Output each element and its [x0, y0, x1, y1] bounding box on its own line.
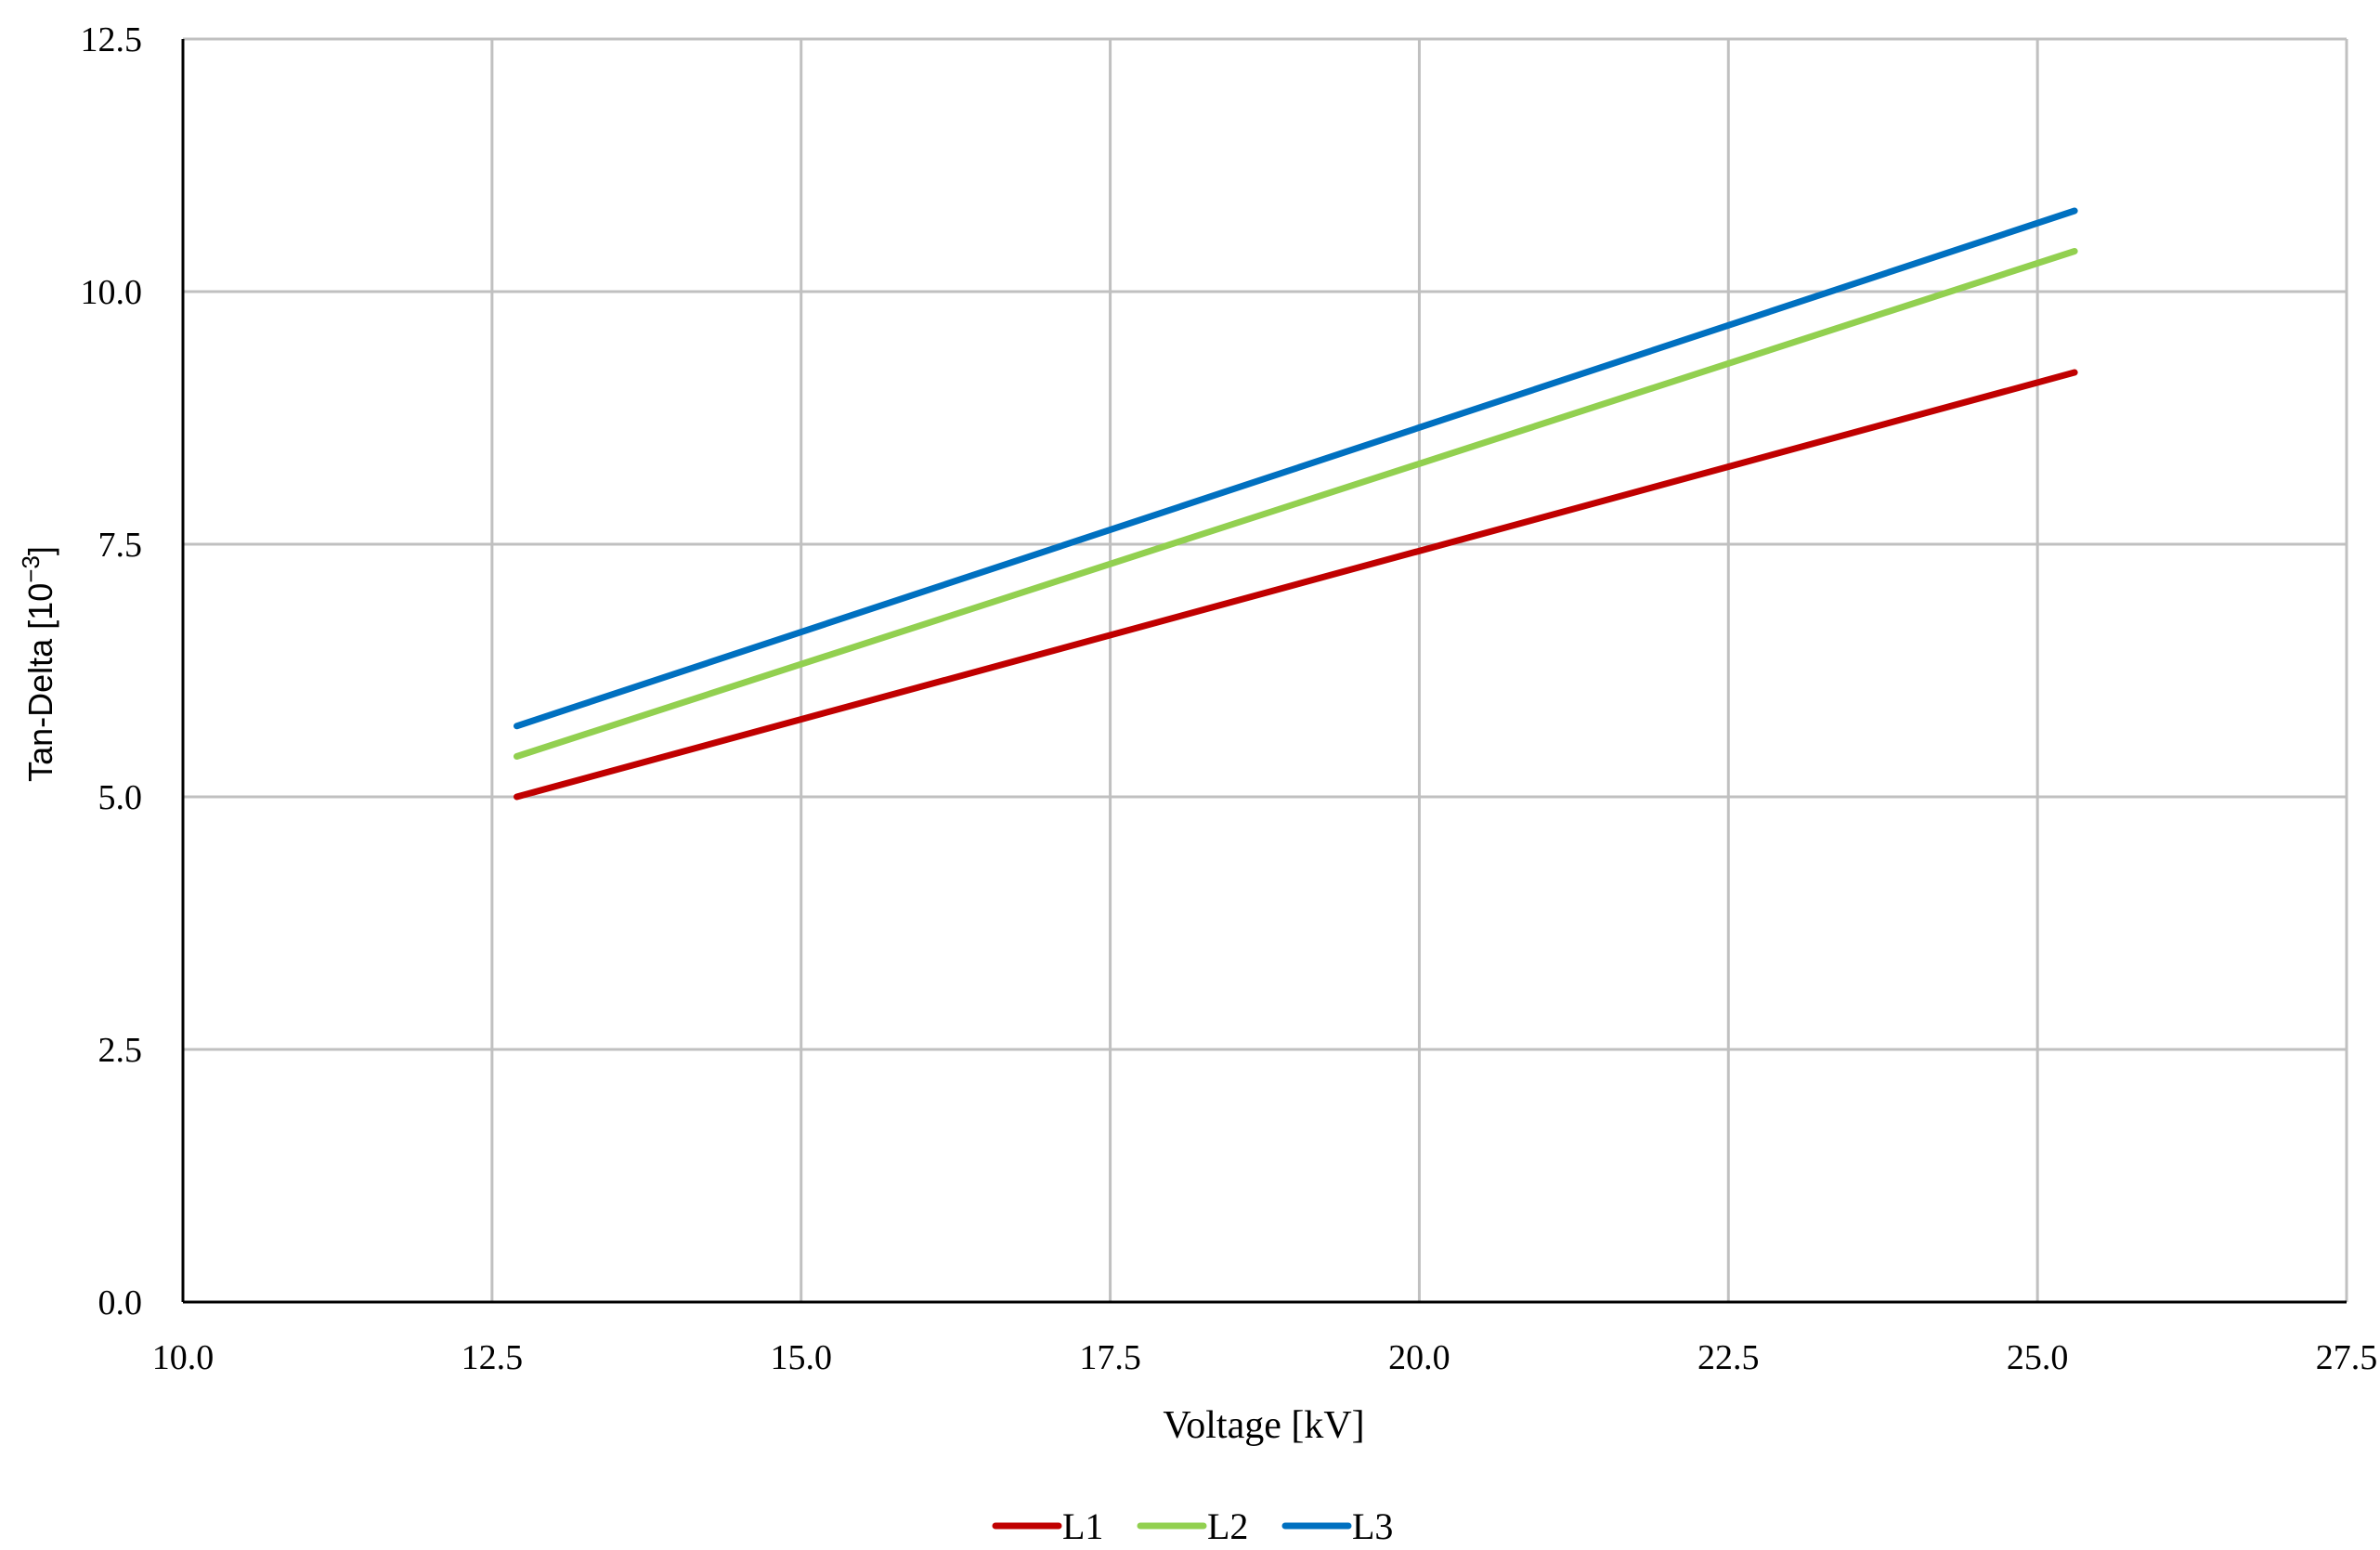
legend-label-l3: L3	[1352, 1505, 1393, 1547]
x-tick-label: 22.5	[1697, 1338, 1760, 1377]
x-tick-label: 12.5	[462, 1338, 524, 1377]
series-line-l2	[514, 248, 2078, 760]
y-tick-label: 7.5	[98, 526, 143, 565]
y-tick-label: 10.0	[81, 273, 143, 312]
legend-label-l2: L2	[1207, 1505, 1248, 1547]
x-tick-label: 10.0	[152, 1338, 215, 1377]
x-tick-label: 17.5	[1079, 1338, 1141, 1377]
series-line-l1	[514, 369, 2078, 801]
y-tick-label: 12.5	[81, 20, 143, 59]
gridlines	[183, 37, 2348, 1302]
y-axis-title-superscript: −3	[17, 555, 45, 583]
series-line-l3	[514, 207, 2078, 730]
x-axis-title: Voltage [kV]	[1163, 1404, 1364, 1447]
y-tick-label: 5.0	[98, 778, 143, 817]
tick-labels: 10.0 12.5 15.0 17.5 20.0 22.5 25.0 27.5 0.0 2.5 5.…	[81, 20, 2378, 1377]
legend: L1 L2 L3	[992, 1505, 1393, 1547]
axes	[181, 39, 2347, 1304]
x-tick-label: 15.0	[770, 1338, 832, 1377]
y-axis-title-main: Tan-Delta [10	[21, 583, 59, 782]
legend-label-l1: L1	[1062, 1505, 1103, 1547]
y-axis-title-close: ]	[21, 546, 59, 555]
x-tick-label: 20.0	[1388, 1338, 1450, 1377]
y-tick-label: 2.5	[98, 1031, 143, 1070]
series-lines	[514, 207, 2078, 801]
x-tick-label: 27.5	[2316, 1338, 2378, 1377]
y-tick-label: 0.0	[98, 1283, 143, 1322]
y-axis-title: Tan-Delta [10−3]	[17, 546, 59, 782]
x-tick-label: 25.0	[2007, 1338, 2069, 1377]
